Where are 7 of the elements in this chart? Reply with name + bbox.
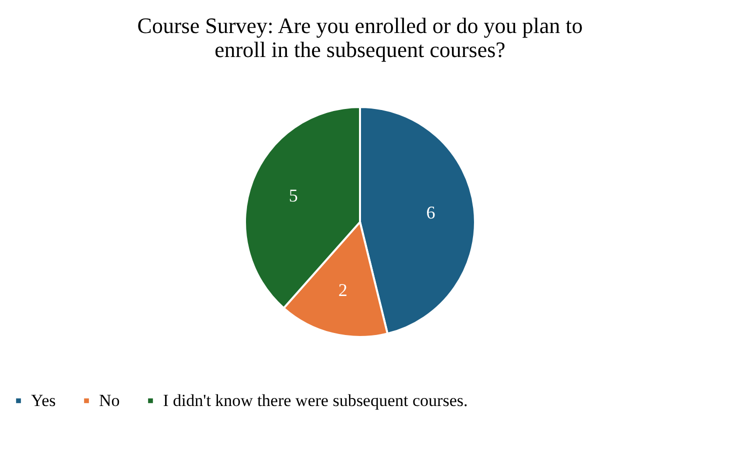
legend-label: I didn't know there were subsequent courses.	[163, 390, 468, 410]
data-label: 6	[426, 202, 436, 222]
legend-label: No	[99, 390, 120, 410]
data-label: 5	[288, 186, 298, 206]
chart-title: Course Survey: Are you enrolled or do you plan to enroll in the subsequent courses?	[137, 13, 583, 62]
data-label: 2	[338, 280, 348, 300]
legend-label: Yes	[31, 390, 56, 410]
